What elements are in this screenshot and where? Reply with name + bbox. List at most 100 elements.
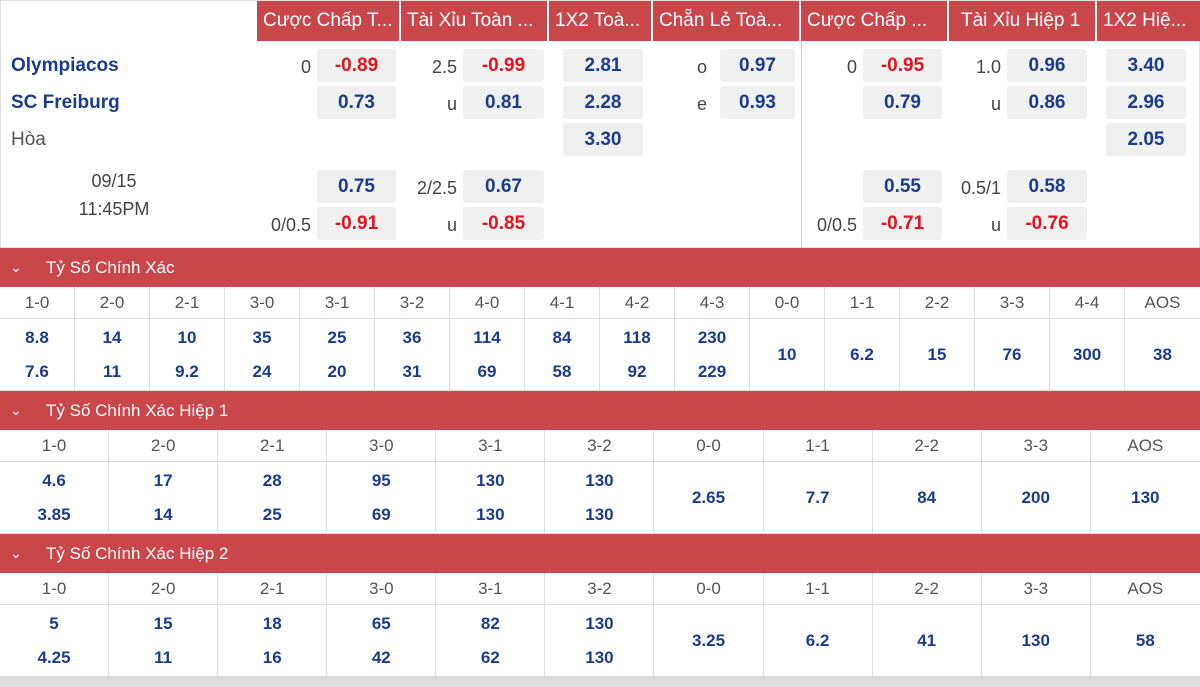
- odds-cell[interactable]: 3.30: [563, 123, 643, 156]
- odds-cell[interactable]: 2.05: [1106, 123, 1186, 156]
- score-odds-value[interactable]: 58: [552, 361, 572, 381]
- odds-cell[interactable]: 2.96: [1106, 86, 1186, 119]
- score-odds-value[interactable]: 130: [476, 470, 505, 490]
- score-odds-value[interactable]: 15: [153, 613, 173, 633]
- odds-cell[interactable]: 0.86: [1007, 86, 1087, 119]
- score-odds-value[interactable]: 6.2: [850, 344, 874, 364]
- score-odds-value[interactable]: 84: [552, 327, 572, 347]
- odds-cell[interactable]: 0.97: [720, 49, 795, 82]
- score-odds-value[interactable]: 69: [477, 361, 497, 381]
- score-odds-value[interactable]: 65: [371, 613, 391, 633]
- score-odds-value[interactable]: 4.25: [37, 647, 71, 667]
- section-header[interactable]: ⌄ Tỷ Số Chính Xác Hiệp 1: [0, 391, 1200, 430]
- away-team-name[interactable]: SC Freiburg: [11, 92, 120, 113]
- score-odds-value[interactable]: 130: [585, 647, 614, 667]
- odds-cell[interactable]: 0.58: [1007, 170, 1087, 203]
- score-odds-value[interactable]: 16: [262, 647, 282, 667]
- score-odds-value[interactable]: 7.6: [25, 361, 49, 381]
- header-odd-even-ft[interactable]: Chẵn Lẻ Toà...: [653, 1, 799, 41]
- chevron-down-icon[interactable]: ⌄: [10, 545, 22, 561]
- odds-cell[interactable]: 0.96: [1007, 49, 1087, 82]
- odds-cell[interactable]: 0.93: [720, 86, 795, 119]
- odds-cell[interactable]: 3.40: [1106, 49, 1186, 82]
- score-odds-value[interactable]: 69: [371, 504, 391, 524]
- score-odds-value[interactable]: 25: [327, 327, 347, 347]
- section-header[interactable]: ⌄ Tỷ Số Chính Xác Hiệp 2: [0, 534, 1200, 573]
- header-over-under-ft[interactable]: Tài Xỉu Toàn ...: [401, 1, 547, 41]
- chevron-down-icon[interactable]: ⌄: [10, 402, 22, 418]
- odds-cell[interactable]: 0.75: [317, 170, 396, 203]
- score-odds-value[interactable]: 31: [402, 361, 422, 381]
- score-odds-value[interactable]: 41: [917, 630, 937, 650]
- score-odds-value[interactable]: 17: [153, 470, 173, 490]
- score-odds-value[interactable]: 11: [103, 361, 121, 381]
- odds-cell[interactable]: 0.55: [863, 170, 942, 203]
- score-odds-value[interactable]: 58: [1135, 630, 1155, 650]
- header-over-under-h1[interactable]: Tài Xỉu Hiệp 1: [949, 1, 1095, 41]
- score-odds-value[interactable]: 3.25: [691, 630, 726, 650]
- score-odds-value[interactable]: 25: [262, 504, 282, 524]
- score-odds-value[interactable]: 10: [777, 344, 797, 364]
- score-odds-value[interactable]: 130: [585, 504, 614, 524]
- odds-cell[interactable]: 0.81: [463, 86, 544, 119]
- score-odds-value[interactable]: 38: [1153, 344, 1172, 364]
- score-odds-value[interactable]: 130: [476, 504, 505, 524]
- score-odds-value[interactable]: 130: [1131, 487, 1160, 507]
- score-odds-value[interactable]: 28: [262, 470, 282, 490]
- odds-cell[interactable]: 0.79: [863, 86, 942, 119]
- score-odds-value[interactable]: 2.65: [691, 487, 726, 507]
- score-odds-value[interactable]: 14: [102, 327, 122, 347]
- odds-cell[interactable]: -0.85: [463, 207, 544, 240]
- score-odds-value[interactable]: 24: [252, 361, 272, 381]
- header-handicap-h1[interactable]: Cược Chấp ...: [801, 1, 947, 41]
- score-odds-value[interactable]: 229: [697, 361, 727, 381]
- score-odds-value[interactable]: 300: [1072, 344, 1102, 364]
- score-odds-value[interactable]: 35: [252, 327, 272, 347]
- score-odds-value[interactable]: 11: [154, 647, 173, 667]
- score-odds-value[interactable]: 62: [480, 647, 500, 667]
- score-odds-value[interactable]: 10: [177, 327, 197, 347]
- odds-cell[interactable]: 2.81: [563, 49, 643, 82]
- score-odds-value[interactable]: 230: [697, 327, 727, 347]
- score-odds-cell: 36 31: [375, 319, 450, 391]
- odds-cell[interactable]: -0.89: [317, 49, 396, 82]
- score-odds-value[interactable]: 118: [623, 327, 651, 347]
- header-1x2-ft[interactable]: 1X2 Toà...: [549, 1, 651, 41]
- score-odds-value[interactable]: 15: [927, 344, 947, 364]
- score-odds-value[interactable]: 95: [371, 470, 391, 490]
- score-odds-value[interactable]: 200: [1021, 487, 1050, 507]
- odds-cell[interactable]: -0.76: [1007, 207, 1087, 240]
- score-odds-value[interactable]: 6.2: [805, 630, 830, 650]
- score-odds-value[interactable]: 5: [49, 613, 59, 633]
- score-odds-value[interactable]: 14: [153, 504, 173, 524]
- home-team-name[interactable]: Olympiacos: [11, 55, 119, 76]
- score-odds-value[interactable]: 84: [917, 487, 937, 507]
- odds-cell[interactable]: -0.91: [317, 207, 396, 240]
- score-odds-value[interactable]: 130: [1021, 630, 1050, 650]
- header-handicap-ft[interactable]: Cược Chấp T...: [257, 1, 399, 41]
- score-odds-value[interactable]: 76: [1002, 344, 1022, 364]
- odds-cell[interactable]: -0.71: [863, 207, 942, 240]
- odds-cell[interactable]: -0.95: [863, 49, 942, 82]
- score-odds-value[interactable]: 3.85: [37, 504, 71, 524]
- header-1x2-h1[interactable]: 1X2 Hiệ...: [1097, 1, 1200, 41]
- score-odds-value[interactable]: 9.2: [175, 361, 199, 381]
- score-odds-value[interactable]: 20: [327, 361, 347, 381]
- score-odds-value[interactable]: 18: [262, 613, 282, 633]
- score-odds-value[interactable]: 36: [402, 327, 422, 347]
- score-odds-value[interactable]: 7.7: [805, 487, 830, 507]
- odds-cell[interactable]: -0.99: [463, 49, 544, 82]
- odds-cell[interactable]: 0.73: [317, 86, 396, 119]
- score-odds-value[interactable]: 92: [627, 361, 647, 381]
- score-odds-value[interactable]: 4.6: [42, 470, 66, 490]
- section-header[interactable]: ⌄ Tỷ Số Chính Xác: [0, 248, 1200, 287]
- chevron-down-icon[interactable]: ⌄: [10, 259, 22, 275]
- score-odds-value[interactable]: 8.8: [25, 327, 49, 347]
- score-odds-value[interactable]: 130: [585, 470, 614, 490]
- score-odds-value[interactable]: 42: [371, 647, 391, 667]
- odds-cell[interactable]: 2.28: [563, 86, 643, 119]
- score-odds-value[interactable]: 130: [585, 613, 614, 633]
- score-odds-value[interactable]: 82: [480, 613, 500, 633]
- odds-cell[interactable]: 0.67: [463, 170, 544, 203]
- score-odds-value[interactable]: 114: [473, 327, 501, 347]
